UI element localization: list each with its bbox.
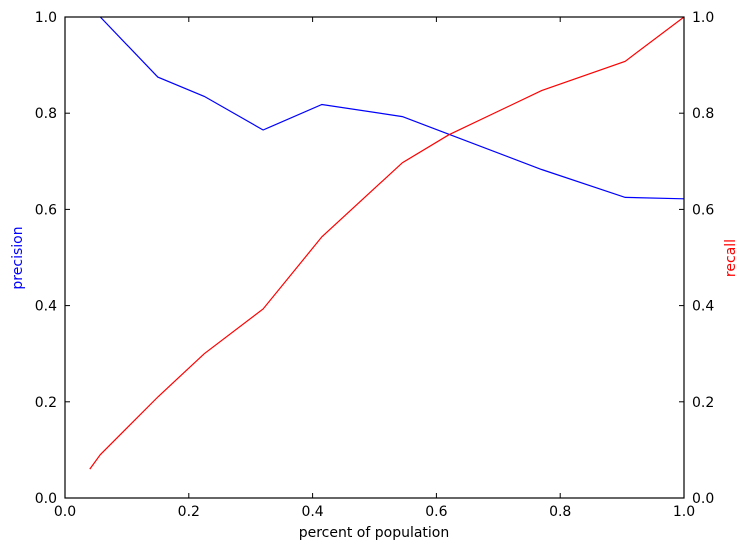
right-y-tick-label: 0.6 [692, 202, 714, 218]
x-tick-label: 0.4 [301, 504, 323, 520]
left-y-tick-label: 0.0 [35, 491, 57, 507]
plot-frame [64, 16, 685, 499]
right-y-tick-label: 0.8 [692, 106, 714, 122]
right-y-tick-label: 1.0 [692, 10, 714, 26]
left-y-tick-label: 0.4 [35, 299, 57, 315]
left-y-tick-label: 0.2 [35, 395, 57, 411]
left-y-tick-label: 0.6 [35, 202, 57, 218]
x-tick-label: 0.0 [54, 504, 76, 520]
x-tick-label: 1.0 [673, 504, 695, 520]
series-layer [89, 17, 684, 470]
x-tick-label: 0.8 [549, 504, 571, 520]
right-y-tick-label: 0.0 [692, 491, 714, 507]
axes-layer [64, 16, 685, 499]
right-y-axis-title: recall [723, 239, 739, 277]
right-y-tick-label: 0.2 [692, 395, 714, 411]
right-y-tick-label: 0.4 [692, 299, 714, 315]
recall-series-line [89, 17, 684, 470]
left-y-tick-label: 0.8 [35, 106, 57, 122]
x-tick-label: 0.2 [178, 504, 200, 520]
left-y-tick-label: 1.0 [35, 10, 57, 26]
left-y-axis-title: precision [10, 226, 26, 289]
x-tick-label: 0.6 [425, 504, 447, 520]
ticks-layer: 0.0 0.2 0.4 0.6 0.8 1.00.00.20.40.60.81.00.00… [35, 10, 715, 520]
x-axis-title: percent of population [299, 525, 450, 541]
precision-series-line [99, 17, 684, 200]
